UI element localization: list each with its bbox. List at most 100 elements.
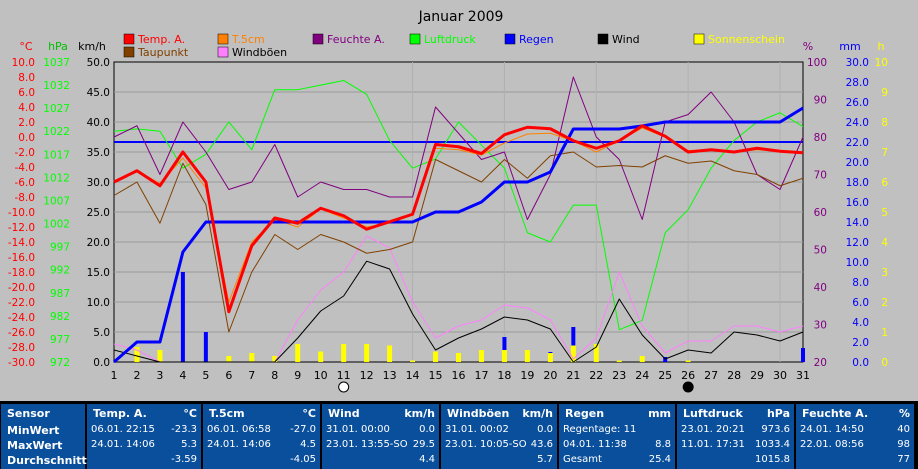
table-row: 31.01. 00:00 0.0: [326, 424, 435, 438]
table-row: Regentage: 11: [563, 424, 671, 438]
legend-label: Luftdruck: [424, 33, 476, 46]
tick-label-temp: -14.0: [8, 237, 35, 249]
tick-label-humidity: 80: [814, 132, 827, 144]
legend-swatch: [504, 33, 516, 45]
tick-label-temp: -26.0: [8, 327, 35, 339]
tick-label-day: 12: [360, 369, 374, 382]
row-value: -4.05: [290, 454, 316, 465]
column-unit: km/h: [404, 407, 435, 420]
tick-label-sun: 8: [881, 117, 888, 129]
tick-label-sun: 10: [875, 57, 888, 69]
row-value: 1015.8: [755, 454, 790, 465]
row-value: -23.3: [171, 424, 197, 435]
statistics-table: Sensor MinWert MaxWert Durchschnitt Temp…: [0, 401, 918, 469]
tick-label-day: 28: [727, 369, 741, 382]
tick-label-temp: -16.0: [8, 252, 35, 264]
tick-label-rain: 12.0: [846, 237, 869, 249]
table-row: 24.01. 14:50 40: [800, 424, 910, 438]
tick-label-day: 29: [750, 369, 764, 382]
tick-label-wind: 0.0: [93, 357, 110, 369]
legend-swatch: [693, 33, 705, 45]
tick-label-day: 27: [704, 369, 718, 382]
tick-label-temp: 10.0: [12, 57, 35, 69]
tick-label-day: 16: [452, 369, 466, 382]
tick-label-day: 13: [383, 369, 397, 382]
tick-label-day: 18: [497, 369, 511, 382]
table-row: 24.01. 14:06 5.3: [91, 439, 197, 453]
legend-label: Wind: [612, 33, 640, 46]
tick-label-rain: 0.0: [852, 357, 869, 369]
tick-label-rain: 6.0: [852, 297, 869, 309]
sun-bar: [639, 356, 645, 362]
tick-label-temp: 6.0: [18, 87, 35, 99]
sensor-row-avg: Durchschnitt: [7, 454, 87, 467]
tick-label-rain: 14.0: [846, 217, 869, 229]
tick-label-pressure: 1012: [43, 172, 70, 184]
tick-label-temp: 4.0: [18, 102, 35, 114]
sun-bar: [249, 353, 255, 362]
legend-swatch: [217, 33, 229, 45]
tick-label-wind: 25.0: [87, 207, 110, 219]
legend-label: T.5cm: [231, 33, 265, 46]
sun-bar: [226, 356, 232, 362]
tick-label-day: 4: [179, 369, 186, 382]
series-line-luftdruck: [113, 79, 804, 331]
legend-label: Regen: [519, 33, 554, 46]
tick-label-temp: -2.0: [15, 147, 36, 159]
tick-label-rain: 4.0: [852, 317, 869, 329]
tick-label-day: 30: [773, 369, 787, 382]
tick-label-wind: 45.0: [87, 87, 110, 99]
row-value: 0.0: [537, 424, 553, 435]
series-line-feuchte-a-: [113, 76, 804, 220]
row-value: 77: [897, 454, 910, 465]
tick-label-pressure: 1032: [43, 80, 70, 92]
tick-label-day: 11: [337, 369, 351, 382]
tick-label-wind: 5.0: [93, 327, 110, 339]
table-row: 23.01. 10:05-SO 43.6: [445, 439, 553, 453]
sun-bar: [410, 360, 416, 362]
tick-label-pressure: 1022: [43, 126, 70, 138]
series-line-temp-a-: [113, 124, 804, 314]
tick-label-wind: 50.0: [87, 57, 110, 69]
sun-bar: [134, 347, 140, 362]
tick-label-day: 20: [543, 369, 557, 382]
full-moon-icon: [338, 381, 350, 393]
tick-label-temp: -10.0: [8, 207, 35, 219]
tick-label-pressure: 987: [50, 288, 70, 300]
tick-label-day: 14: [406, 369, 420, 382]
sun-bar: [272, 356, 278, 362]
tick-label-temp: 2.0: [18, 117, 35, 129]
series-line-regen: [113, 106, 804, 364]
tick-label-day: 8: [271, 369, 278, 382]
legend-label: Taupunkt: [137, 46, 189, 59]
row-label: 24.01. 14:06: [91, 439, 155, 450]
table-row: 4.4: [326, 454, 435, 468]
tick-label-temp: -20.0: [8, 282, 35, 294]
legend-swatch: [409, 33, 421, 45]
tick-label-rain: 10.0: [846, 257, 869, 269]
chart-title: Januar 2009: [418, 9, 504, 25]
tick-label-sun: 0: [881, 357, 888, 369]
row-value: 43.6: [530, 439, 553, 450]
table-column: Temp. A. °C 06.01. 22:15 -23.3 24.01. 14:06 5…: [87, 404, 201, 469]
row-label: 23.01. 13:55-SO: [326, 439, 408, 450]
axis-unit-wind: km/h: [78, 40, 106, 53]
tick-label-pressure: 992: [50, 265, 70, 277]
tick-label-sun: 4: [881, 237, 888, 249]
sun-bar: [433, 351, 439, 362]
sun-bar: [685, 360, 691, 362]
row-label: 24.01. 14:50: [800, 424, 864, 435]
tick-label-rain: 30.0: [846, 57, 869, 69]
tick-label-day: 10: [314, 369, 328, 382]
sun-bar: [501, 350, 507, 362]
tick-label-sun: 3: [881, 267, 888, 279]
table-column: Feuchte A.% 24.01. 14:50 40 22.01. 08:56 98 7…: [796, 404, 914, 469]
tick-label-day: 1: [111, 369, 118, 382]
axis-units: °C hPa km/h% mm h: [19, 40, 884, 53]
tick-label-humidity: 20: [814, 357, 827, 369]
rain-bar: [502, 337, 507, 362]
table-row: -3.59: [91, 454, 197, 468]
tick-label-day: 21: [566, 369, 580, 382]
rain-bar: [801, 348, 805, 362]
tick-label-day: 19: [520, 369, 534, 382]
